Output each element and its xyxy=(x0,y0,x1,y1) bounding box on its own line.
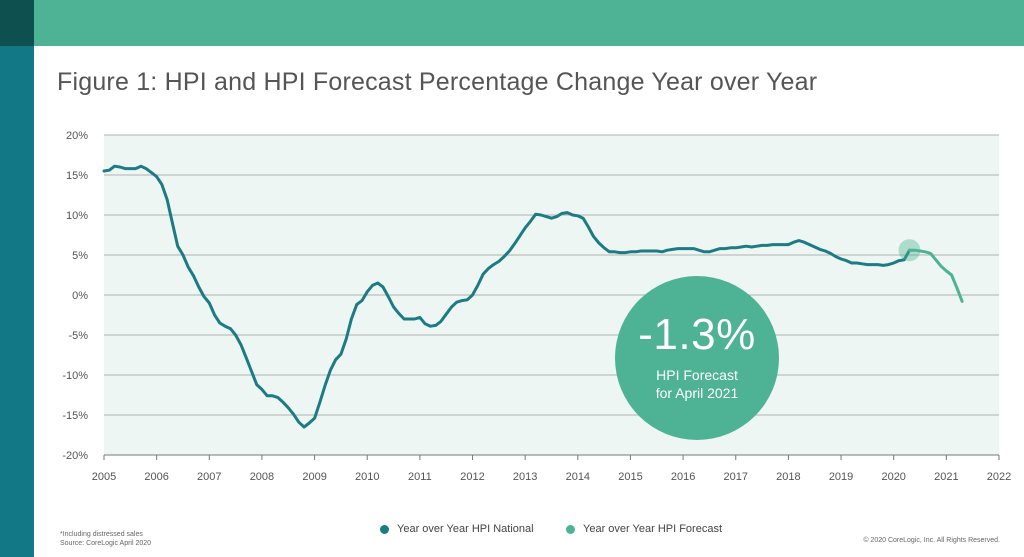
header-bar-dark-block xyxy=(0,0,34,46)
forecast-start-marker xyxy=(898,239,921,262)
x-tick-label: 2009 xyxy=(302,471,326,483)
x-tick-label: 2007 xyxy=(197,471,221,483)
y-tick-label: 20% xyxy=(66,130,88,142)
callout-label-line1: HPI Forecast xyxy=(656,367,738,383)
y-tick-label: -5% xyxy=(68,330,88,342)
series-line-national xyxy=(102,164,911,429)
x-tick-label: 2022 xyxy=(987,471,1011,483)
legend-label-forecast: Year over Year HPI Forecast xyxy=(583,523,723,535)
y-tick-label: 5% xyxy=(72,250,88,262)
y-tick-label: -20% xyxy=(62,450,88,462)
series-line-forecast xyxy=(908,248,964,303)
x-tick-label: 2014 xyxy=(566,471,590,483)
x-tick-label: 2018 xyxy=(776,471,800,483)
x-tick-label: 2016 xyxy=(671,471,695,483)
x-tick-label: 2013 xyxy=(513,471,537,483)
x-tick-label: 2008 xyxy=(250,471,274,483)
y-tick-label: 0% xyxy=(72,290,88,302)
chart-title: Figure 1: HPI and HPI Forecast Percentag… xyxy=(57,68,818,96)
header-bar xyxy=(0,0,1024,46)
x-tick-label: 2006 xyxy=(144,471,168,483)
copyright: © 2020 CoreLogic, Inc. All Rights Reserv… xyxy=(863,537,1000,544)
x-tick-label: 2011 xyxy=(408,471,432,483)
y-tick-label: -15% xyxy=(62,410,88,422)
x-tick-label: 2017 xyxy=(724,471,748,483)
legend-item-forecast: Year over Year HPI Forecast xyxy=(566,523,722,535)
legend-item-national: Year over Year HPI National xyxy=(380,523,534,535)
x-tick-label: 2021 xyxy=(934,471,958,483)
x-tick-label: 2019 xyxy=(829,471,853,483)
x-tick-label: 2020 xyxy=(881,471,905,483)
y-tick-label: 15% xyxy=(66,170,88,182)
callout-value: -1.3% xyxy=(638,310,756,359)
footnote-source: Source: CoreLogic April 2020 xyxy=(60,540,152,547)
y-tick-label: -10% xyxy=(62,370,88,382)
header-bar-green-block xyxy=(34,0,1024,46)
x-tick-label: 2005 xyxy=(92,471,116,483)
legend-dot-national-icon xyxy=(380,524,389,534)
chart-legend: Year over Year HPI National Year over Ye… xyxy=(0,523,1024,539)
callout-label-line2: for April 2021 xyxy=(655,385,739,401)
legend-label-national: Year over Year HPI National xyxy=(397,523,534,535)
y-tick-label: 10% xyxy=(66,210,88,222)
x-tick-label: 2010 xyxy=(355,471,379,483)
legend-dot-forecast-icon xyxy=(566,524,575,534)
x-tick-label: 2012 xyxy=(460,471,484,483)
footnote-distressed: *Including distressed sales xyxy=(60,531,143,538)
forecast-callout: -1.3% HPI Forecast for April 2021 xyxy=(615,276,779,440)
left-accent-bar xyxy=(0,46,34,557)
x-tick-label: 2015 xyxy=(618,471,642,483)
